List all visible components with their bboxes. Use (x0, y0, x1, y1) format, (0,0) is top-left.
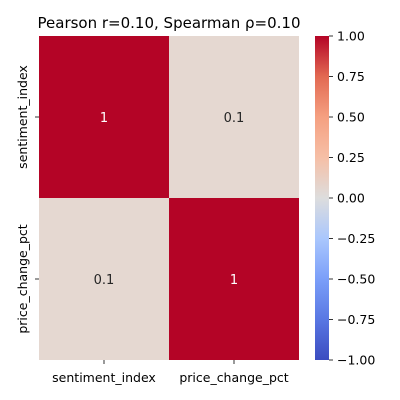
colorbar-tick-label: 0.50 (337, 110, 365, 125)
heatmap-cell (39, 198, 169, 360)
row-tick-labels: sentiment_index price_change_pct (15, 65, 39, 334)
heatmap-cell-value: 1 (100, 111, 108, 126)
row-tick-label: sentiment_index (15, 65, 30, 169)
colorbar-ticks: 1.00 0.75 0.50 0.25 0.00 −0.25 −0.50 −0.75 −1.00 (329, 29, 375, 368)
colorbar-tick-label: 0.00 (337, 191, 365, 206)
heatmap-cell-value: 0.1 (224, 111, 245, 126)
heatmap-cell (169, 198, 299, 360)
colorbar-tick-label: −1.00 (337, 353, 375, 368)
heatmap-cell-labels: 1 0.1 0.1 1 (94, 111, 245, 288)
colorbar-tick-label: −0.75 (337, 312, 375, 327)
column-tick-label: sentiment_index (52, 370, 156, 385)
colorbar-tick-label: 0.25 (337, 150, 365, 165)
heatmap-cell-value: 0.1 (94, 273, 115, 288)
column-tick-labels: sentiment_index price_change_pct (52, 360, 289, 385)
colorbar-tick-label: 1.00 (337, 29, 365, 44)
chart-title: Pearson r=0.10, Spearman ρ=0.10 (38, 14, 301, 32)
heatmap-cell (39, 36, 169, 198)
colorbar-tick-label: −0.50 (337, 272, 375, 287)
row-tick-label: price_change_pct (15, 224, 30, 333)
colorbar-tick-label: 0.75 (337, 69, 365, 84)
heatmap-cell (169, 36, 299, 198)
heatmap-cells (39, 36, 299, 360)
colorbar-tick-label: −0.25 (337, 231, 375, 246)
column-tick-label: price_change_pct (179, 370, 288, 385)
heatmap-cell-value: 1 (230, 273, 238, 288)
colorbar (315, 36, 329, 360)
